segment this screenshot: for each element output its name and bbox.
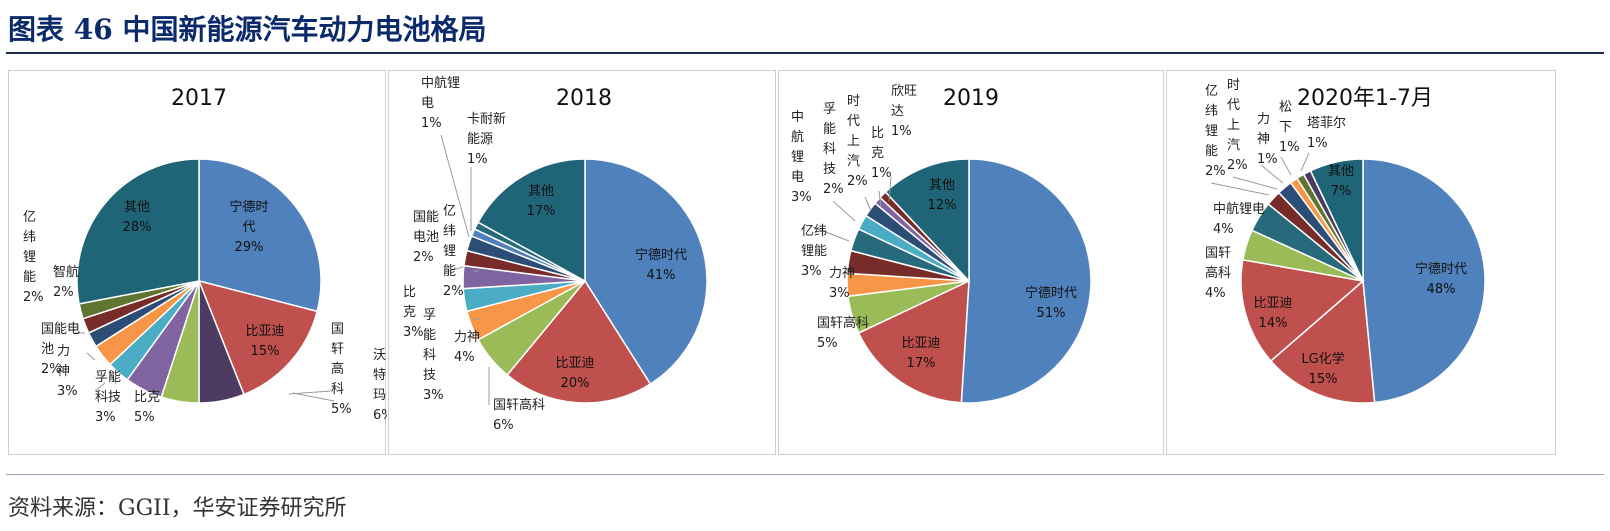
slice-label: 国轩高科 5% bbox=[331, 322, 352, 417]
slice-label: 孚能科技 3% bbox=[423, 308, 444, 403]
leader-line bbox=[1280, 156, 1292, 176]
leader-line bbox=[888, 176, 892, 202]
slice-label: 卡耐新能源 1% bbox=[467, 111, 506, 167]
slice-label: 国轩高科 6% bbox=[493, 397, 545, 433]
slice-label: 宁德时代 48% bbox=[1415, 261, 1467, 297]
pie-panel-2020: 2020年1-7月宁德时代 48% LG化学 15% 比亚迪 14% 国轩高科 4% 中航锂电 4… bbox=[1166, 70, 1556, 455]
leader-line bbox=[440, 134, 470, 238]
leader-line bbox=[94, 382, 106, 392]
slice-label: 孚能科技 3% bbox=[95, 370, 121, 425]
leader-line bbox=[864, 196, 872, 212]
pie-slice bbox=[1309, 158, 1364, 282]
leader-line bbox=[448, 266, 464, 272]
pie-slice bbox=[1362, 158, 1486, 404]
pie-title: 2020年1-7月 bbox=[1297, 86, 1433, 111]
slice-label: 宁德时代 41% bbox=[635, 247, 687, 283]
figure-title: 图表 46 中国新能源汽车动力电池格局 bbox=[8, 13, 487, 46]
slice-label: 宁德时代 29% bbox=[229, 199, 268, 255]
slice-label: 松下 1% bbox=[1279, 100, 1300, 155]
slice-label: 力神 1% bbox=[1257, 112, 1278, 167]
pie-slice bbox=[198, 158, 322, 313]
slice-label: 其他 28% bbox=[123, 200, 152, 235]
pie-title: 2019 bbox=[943, 86, 999, 111]
leader-line bbox=[288, 390, 332, 395]
title-divider bbox=[6, 52, 1604, 54]
pie-slice bbox=[1269, 279, 1376, 404]
slice-label: 国能电池 2% bbox=[41, 322, 80, 377]
leader-line bbox=[812, 226, 850, 242]
slice-label: 亿纬锂能 2% bbox=[23, 210, 44, 305]
pie-title: 2018 bbox=[556, 86, 612, 111]
slice-label: 力神 3% bbox=[57, 344, 78, 399]
pie-slice bbox=[884, 158, 970, 283]
leader-line bbox=[832, 200, 856, 222]
slice-label: 其他 7% bbox=[1328, 164, 1354, 199]
pie-slice bbox=[477, 158, 586, 283]
slice-label: 孚能科技 2% bbox=[823, 102, 844, 197]
leader-line bbox=[1300, 152, 1310, 172]
pie-title: 2017 bbox=[171, 86, 227, 111]
slice-label: 中航锂电 4% bbox=[1213, 201, 1265, 237]
leader-line bbox=[878, 190, 882, 208]
slice-label: 欣旺达 1% bbox=[891, 84, 917, 139]
slice-label: 比克 3% bbox=[403, 285, 424, 340]
slice-label: 比克 5% bbox=[134, 390, 160, 425]
slice-label: 国能电池 2% bbox=[413, 210, 439, 265]
slice-label: 比亚迪 20% bbox=[555, 356, 594, 391]
pie-slice bbox=[76, 158, 200, 305]
slice-label: LG化学 15% bbox=[1301, 351, 1344, 387]
slice-label: 智航 2% bbox=[53, 264, 79, 300]
pie-panel-2019: 2019 宁德时代 51% 比亚迪 17% 国轩高科 5% 力神 3% 亿纬锂能 3% 中航锂电 3% 孚… bbox=[778, 70, 1164, 455]
leader-line bbox=[1260, 164, 1284, 184]
slice-label: 时代上汽 2% bbox=[847, 94, 868, 189]
pie-slice bbox=[506, 279, 652, 404]
pie-slice bbox=[197, 279, 319, 396]
leader-line bbox=[108, 370, 117, 385]
leader-line bbox=[1232, 176, 1278, 190]
slice-label: 力神 3% bbox=[829, 266, 855, 301]
slice-label: 国轩高科 4% bbox=[1205, 246, 1231, 301]
pie-slice bbox=[960, 158, 1092, 404]
slice-label: 比克 1% bbox=[871, 126, 892, 181]
slice-label: 中航锂电 1% bbox=[421, 75, 460, 131]
pie-slice bbox=[857, 279, 970, 404]
slice-label: 力神 4% bbox=[454, 330, 480, 365]
footer-divider bbox=[6, 474, 1604, 475]
slice-label: 比亚迪 15% bbox=[245, 324, 284, 359]
leader-line bbox=[1210, 182, 1270, 196]
slice-label: 时代上汽 2% bbox=[1227, 78, 1248, 173]
slice-label: 塔菲尔 1% bbox=[1307, 116, 1346, 151]
slice-label: 亿纬锂能 3% bbox=[801, 224, 827, 279]
slice-label: 比亚迪 14% bbox=[1253, 296, 1292, 331]
slice-label: 中航锂电 3% bbox=[791, 110, 812, 205]
slice-label: 国轩高科 5% bbox=[817, 315, 869, 351]
leader-line bbox=[86, 352, 96, 361]
slice-label: 其他 17% bbox=[527, 184, 556, 219]
slice-label: 其他 12% bbox=[928, 178, 957, 213]
source-note: 资料来源：GGII，华安证券研究所 bbox=[8, 496, 347, 521]
slice-label: 亿纬锂能 2% bbox=[1205, 84, 1226, 179]
slice-label: 亿纬锂能 2% bbox=[443, 204, 464, 299]
leader-line bbox=[292, 392, 335, 402]
slice-label: 宁德时代 51% bbox=[1025, 285, 1077, 321]
slice-label: 比亚迪 17% bbox=[901, 336, 940, 371]
pie-panel-2018: 2018 宁德时代 41% 比亚迪 20% 国轩高科 6% 力神 4% 孚能科技 3% 比克 3% 亿纬锂… bbox=[388, 70, 776, 455]
pie-slice bbox=[1240, 258, 1365, 362]
